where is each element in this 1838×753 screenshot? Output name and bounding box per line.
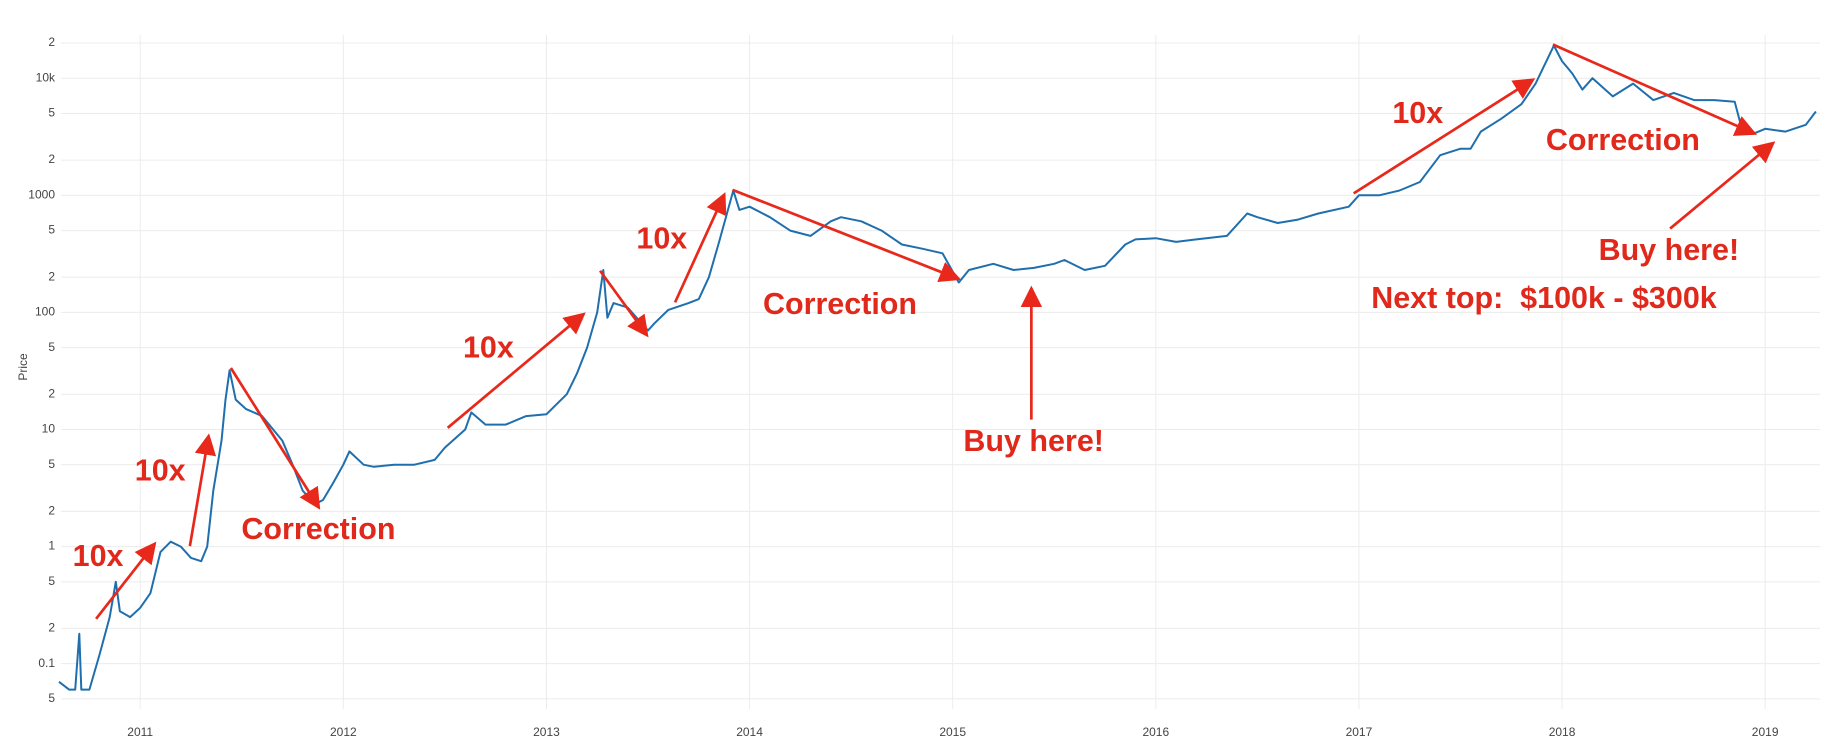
y-tick-label: 2	[48, 35, 55, 49]
y-tick-label: 5	[48, 691, 55, 705]
y-tick-label: 5	[48, 106, 55, 120]
y-tick-label: 5	[48, 340, 55, 354]
annotation: Correction	[241, 512, 395, 546]
arrow	[446, 312, 586, 429]
y-tick-label: 1	[48, 539, 55, 553]
x-tick-label: 2014	[736, 725, 763, 739]
y-tick-label: 2	[48, 269, 55, 283]
annotation: 10x	[463, 330, 514, 364]
y-tick-label: 100	[35, 305, 55, 319]
arrow	[229, 367, 321, 510]
x-tick-label: 2015	[939, 725, 966, 739]
arrow	[1352, 78, 1536, 195]
y-tick-label: 0.1	[38, 656, 55, 670]
arrow	[1669, 141, 1776, 230]
arrow	[673, 192, 727, 303]
y-tick-label: 2	[48, 621, 55, 635]
y-tick-label: 5	[48, 457, 55, 471]
annotation: 10x	[135, 454, 186, 488]
y-tick-label: 5	[48, 574, 55, 588]
annotation: 10x	[73, 539, 124, 573]
arrow	[1552, 43, 1757, 136]
plot-area	[58, 44, 1817, 691]
x-tick-label: 2019	[1752, 725, 1779, 739]
x-tick-label: 2012	[330, 725, 357, 739]
grid: 5 0.1 2 5 1 2 5 10 2 5 100 2 5 1000 2 5 10k 2 2011 2012 2013…	[28, 35, 1820, 739]
arrow	[95, 541, 157, 620]
x-tick-label: 2017	[1346, 725, 1373, 739]
price-line	[58, 44, 1817, 691]
y-tick-label: 1000	[28, 187, 55, 201]
x-tick-label: 2011	[127, 725, 153, 739]
annotations: 10x 10x Correction 10x 10x Correction Bu…	[73, 43, 1776, 620]
annotation: 10x	[636, 221, 687, 255]
annotation: 10x	[1392, 96, 1443, 130]
arrow	[732, 188, 962, 283]
y-tick-label: 10k	[36, 70, 56, 84]
annotation: Next top: $100k - $300k	[1371, 281, 1717, 315]
annotation: Correction	[763, 287, 917, 321]
y-tick-label: 2	[48, 152, 55, 166]
y-tick-label: 2	[48, 504, 55, 518]
x-tick-label: 2013	[533, 725, 560, 739]
annotation: Buy here!	[963, 424, 1104, 458]
annotation: Correction	[1546, 123, 1700, 157]
arrow	[598, 269, 649, 338]
arrow	[188, 433, 217, 547]
y-tick-label: 10	[42, 422, 56, 436]
x-tick-label: 2016	[1142, 725, 1169, 739]
annotation: Buy here!	[1599, 233, 1740, 267]
y-tick-label: 5	[48, 223, 55, 237]
x-tick-label: 2018	[1549, 725, 1576, 739]
y-axis-label: Price	[16, 353, 30, 381]
y-tick-label: 2	[48, 386, 55, 400]
